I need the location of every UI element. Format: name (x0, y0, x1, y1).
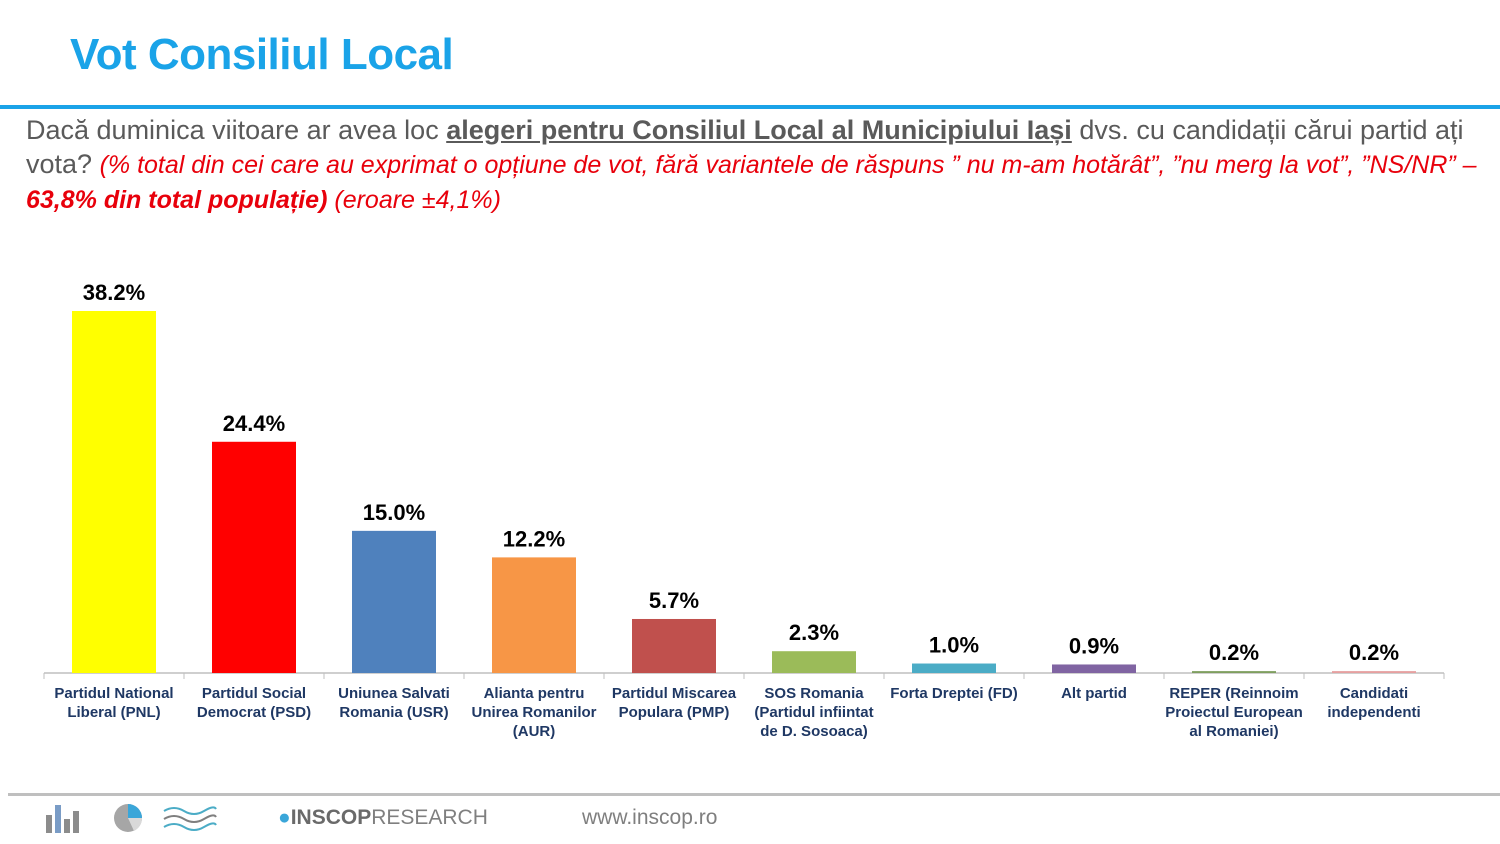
question-note: (% total din cei care au exprimat o opți… (26, 151, 1477, 214)
wave-icon (163, 806, 217, 831)
brand-logo: ●INSCOPRESEARCH (278, 806, 488, 830)
category-label: Alt partid (1061, 685, 1127, 702)
footer-icons (46, 804, 217, 833)
category-label: Alianta pentru Unirea Romanilor (AUR) (471, 685, 597, 740)
category-label: SOS Romania (Partidul infiintat de D. So… (754, 685, 874, 740)
brand-name-rest: RESEARCH (371, 806, 488, 829)
bar (772, 651, 856, 673)
bar (492, 557, 576, 673)
bar-chart-icon (46, 805, 79, 833)
data-label: 1.0% (929, 633, 979, 658)
bar (1332, 671, 1416, 673)
category-label: Forta Dreptei (FD) (890, 685, 1018, 702)
title-divider (0, 105, 1500, 109)
category-label: Uniunea Salvati Romania (USR) (338, 685, 450, 721)
question-emphasis: alegeri pentru Consiliul Local al Munici… (446, 115, 1072, 145)
category-label: Partidul Social Democrat (PSD) (196, 685, 312, 721)
survey-question: Dacă duminica viitoare ar avea loc alege… (26, 113, 1486, 217)
website-url: www.inscop.ro (582, 806, 718, 829)
data-label: 38.2% (83, 280, 145, 305)
bar (632, 618, 716, 673)
question-text-2: dvs. cu candidații cărui partid ați vota… (26, 115, 1464, 179)
page-title: Vot Consiliul Local (70, 30, 454, 79)
pie-chart-icon (114, 804, 143, 832)
footer-divider (8, 793, 1500, 796)
bar (912, 663, 996, 673)
data-label: 24.4% (223, 411, 285, 436)
category-label: Candidati independenti (1327, 685, 1421, 721)
note-text-1: (% total din cei care au exprimat o opți… (99, 151, 1477, 179)
bar (72, 311, 156, 673)
brand-dot-icon: ● (278, 806, 291, 829)
data-label: 0.2% (1209, 640, 1259, 665)
category-label: Partidul National Liberal (PNL) (54, 685, 174, 721)
data-label: 0.9% (1069, 633, 1119, 658)
data-label: 12.2% (503, 526, 565, 551)
bar (352, 530, 436, 673)
data-label: 2.3% (789, 620, 839, 645)
bar (212, 441, 296, 673)
data-label: 5.7% (649, 588, 699, 613)
bar (1052, 664, 1136, 673)
brand-name-bold: INSCOP (290, 806, 372, 829)
question-text-1: Dacă duminica viitoare ar avea loc (26, 115, 447, 145)
bar (1192, 671, 1276, 673)
category-label: Partidul Miscarea Populara (PMP) (611, 685, 737, 721)
category-label: REPER (Reinnoim Proiectul European al Ro… (1165, 685, 1303, 740)
data-label: 0.2% (1349, 640, 1399, 665)
note-text-2: (eroare ±4,1%) (327, 186, 501, 214)
note-bold: 63,8% din total populație) (26, 186, 328, 214)
data-label: 15.0% (363, 500, 425, 525)
